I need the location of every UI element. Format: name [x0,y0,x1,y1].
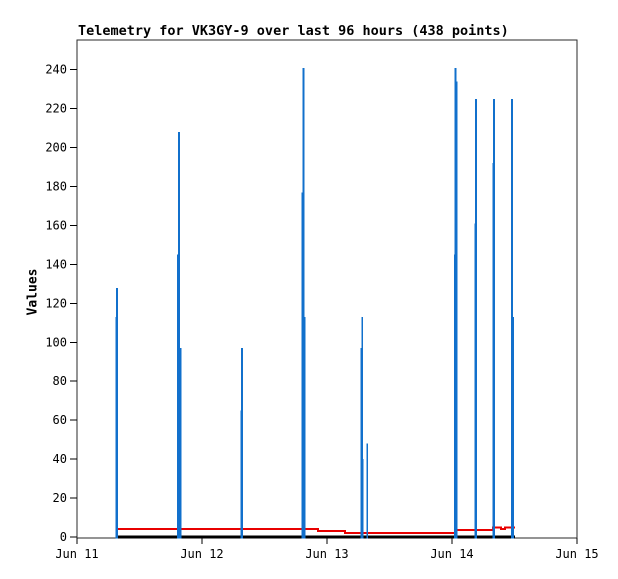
blue-spike [301,192,303,539]
y-tick-label: 240 [45,63,67,77]
blue-spike [240,410,242,539]
y-tick-label: 180 [45,180,67,194]
secondary-value-line [117,526,515,535]
x-tick-label: Jun 11 [55,547,98,561]
plot-border [76,39,578,539]
blue-spike [362,459,364,539]
y-tick-label: 200 [45,141,67,155]
blue-spike [493,98,495,539]
blue-spike [366,443,368,539]
chart-title: Telemetry for VK3GY-9 over last 96 hours… [78,23,509,39]
y-tick-label: 160 [45,218,67,232]
blue-spike [179,348,182,539]
x-tick-label: Jun 14 [430,547,473,561]
x-tick-label: Jun 13 [305,547,348,561]
blue-spike [178,132,180,539]
y-tick-label: 20 [53,491,67,505]
y-tick-label: 60 [53,413,67,427]
y-tick-label: 140 [45,257,67,271]
blue-spike [513,316,514,539]
blue-spike [453,254,455,539]
blue-spike [116,287,118,539]
blue-spike [360,348,362,539]
blue-spike [456,81,458,539]
blue-spike [475,98,477,539]
y-tick-label: 220 [45,102,67,116]
blue-spike [177,254,178,539]
blue-spike [454,67,457,539]
y-tick-label: 100 [45,335,67,349]
x-tick-label: Jun 12 [180,547,223,561]
blue-spike [241,348,243,539]
y-tick-label: 120 [45,296,67,310]
y-tick-label: 40 [53,452,67,466]
blue-spike [304,316,306,539]
x-tick-label: Jun 15 [555,547,598,561]
blue-spike [511,98,513,539]
blue-spike [302,67,305,539]
blue-spike [361,316,363,539]
y-tick-label: 0 [60,530,67,544]
y-tick-label: 80 [53,374,67,388]
